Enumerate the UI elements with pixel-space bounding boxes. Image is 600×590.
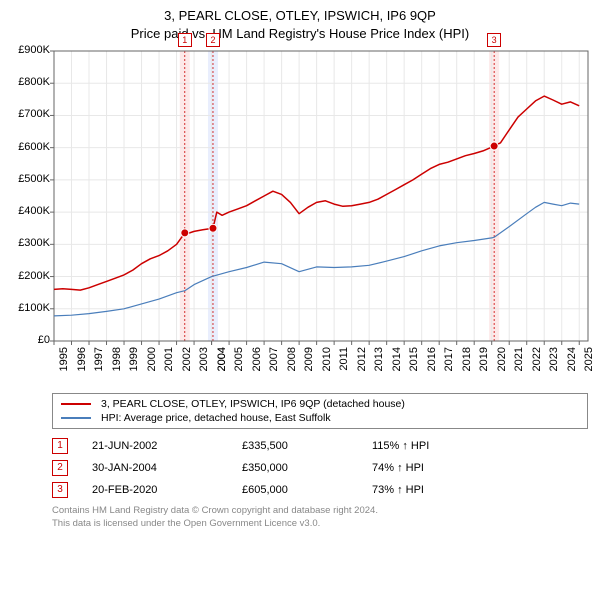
x-axis-label: 2018 <box>461 347 473 377</box>
x-axis-label: 2013 <box>373 347 385 377</box>
x-axis-label: 2002 <box>181 347 193 377</box>
sale-badge: 1 <box>52 438 68 454</box>
sale-price: £350,000 <box>242 462 372 474</box>
y-axis-label: £200K <box>10 270 50 282</box>
x-axis-label: 2021 <box>513 347 525 377</box>
x-axis-label: 2012 <box>356 347 368 377</box>
x-axis-label: 2015 <box>408 347 420 377</box>
x-axis-label: 2003 <box>198 347 210 377</box>
x-axis-label: 1996 <box>76 347 88 377</box>
x-axis-label: 1995 <box>58 347 70 377</box>
page-subtitle: Price paid vs. HM Land Registry's House … <box>10 26 590 41</box>
y-axis-label: £300K <box>10 237 50 249</box>
x-axis-label: 2000 <box>146 347 158 377</box>
legend-swatch <box>61 417 91 419</box>
x-axis-label: 2006 <box>251 347 263 377</box>
x-axis-label: 2005 <box>233 347 245 377</box>
footer-attribution: Contains HM Land Registry data © Crown c… <box>52 505 590 531</box>
y-axis-label: £500K <box>10 173 50 185</box>
sale-row: 1 21-JUN-2002£335,500115% ↑ HPI <box>52 435 588 457</box>
footer-line: This data is licensed under the Open Gov… <box>52 518 590 531</box>
sale-pct-vs-hpi: 115% ↑ HPI <box>372 440 588 452</box>
legend-row: 3, PEARL CLOSE, OTLEY, IPSWICH, IP6 9QP … <box>61 397 579 411</box>
sale-price: £605,000 <box>242 484 372 496</box>
sale-badge: 2 <box>52 460 68 476</box>
page-title: 3, PEARL CLOSE, OTLEY, IPSWICH, IP6 9QP <box>10 8 590 23</box>
x-axis-label: 2023 <box>548 347 560 377</box>
y-axis-label: £100K <box>10 302 50 314</box>
y-axis-label: £900K <box>10 44 50 56</box>
footer-line: Contains HM Land Registry data © Crown c… <box>52 505 590 518</box>
sale-row: 3 20-FEB-2020£605,00073% ↑ HPI <box>52 479 588 501</box>
legend-label: HPI: Average price, detached house, East… <box>101 412 331 424</box>
x-axis-label: 2004 <box>216 347 228 377</box>
sale-price: £335,500 <box>242 440 372 452</box>
sales-table: 1 21-JUN-2002£335,500115% ↑ HPI 2 30-JAN-20… <box>52 435 588 501</box>
sale-pct-vs-hpi: 73% ↑ HPI <box>372 484 588 496</box>
price-chart: £0 £100K £200K £300K £400K £500K £600K £700K £80… <box>10 47 590 387</box>
y-axis-label: £400K <box>10 205 50 217</box>
sale-pct-vs-hpi: 74% ↑ HPI <box>372 462 588 474</box>
x-axis-label: 2001 <box>163 347 175 377</box>
x-axis-label: 2024 <box>566 347 578 377</box>
x-axis-label: 1997 <box>93 347 105 377</box>
legend-row: HPI: Average price, detached house, East… <box>61 411 579 425</box>
sale-badge: 3 <box>52 482 68 498</box>
y-axis-label: £0 <box>10 334 50 346</box>
legend: 3, PEARL CLOSE, OTLEY, IPSWICH, IP6 9QP … <box>52 393 588 429</box>
sale-date: 30-JAN-2004 <box>92 462 242 474</box>
x-axis-label: 2019 <box>478 347 490 377</box>
legend-swatch <box>61 403 91 405</box>
sale-marker-badge: 2 <box>206 33 220 47</box>
x-axis-label: 2014 <box>391 347 403 377</box>
x-axis-label: 2020 <box>496 347 508 377</box>
x-axis-label: 1998 <box>111 347 123 377</box>
sale-row: 2 30-JAN-2004£350,00074% ↑ HPI <box>52 457 588 479</box>
x-axis-label: 2016 <box>426 347 438 377</box>
x-axis-label: 2007 <box>268 347 280 377</box>
x-axis-label: 2025 <box>583 347 595 377</box>
x-axis-label: 2011 <box>338 347 350 377</box>
y-axis-label: £800K <box>10 76 50 88</box>
x-axis-label: 2008 <box>286 347 298 377</box>
legend-label: 3, PEARL CLOSE, OTLEY, IPSWICH, IP6 9QP … <box>101 398 405 410</box>
sale-marker-badge: 1 <box>178 33 192 47</box>
sale-date: 20-FEB-2020 <box>92 484 242 496</box>
x-axis-label: 1999 <box>128 347 140 377</box>
sale-marker-badge: 3 <box>487 33 501 47</box>
x-axis-label: 2009 <box>303 347 315 377</box>
x-axis-label: 2022 <box>531 347 543 377</box>
x-axis-label: 2017 <box>443 347 455 377</box>
sale-date: 21-JUN-2002 <box>92 440 242 452</box>
y-axis-label: £700K <box>10 108 50 120</box>
y-axis-label: £600K <box>10 141 50 153</box>
x-axis-label: 2010 <box>321 347 333 377</box>
